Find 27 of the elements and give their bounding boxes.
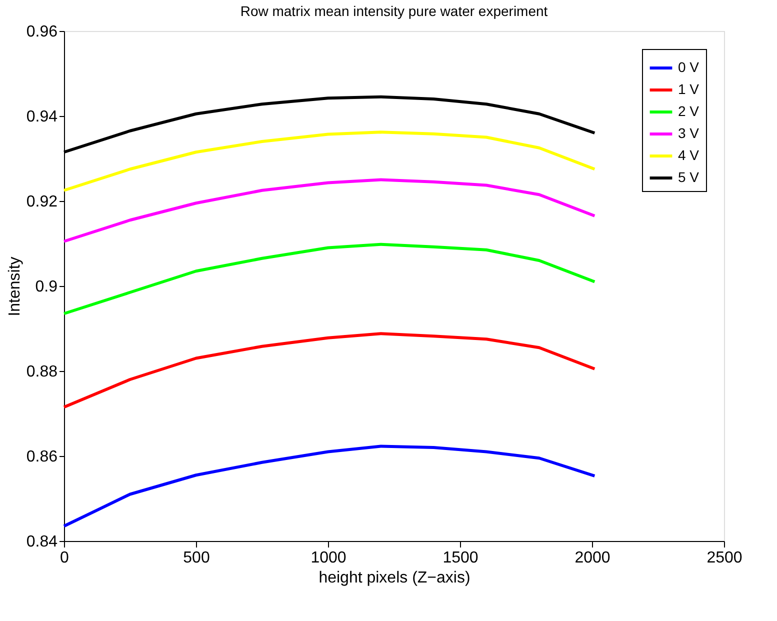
- legend-label: 5 V: [678, 169, 700, 185]
- y-tick-label: 0.96: [26, 24, 58, 40]
- x-tick-label: 1000: [310, 550, 346, 566]
- legend-label: 1 V: [678, 81, 700, 97]
- y-tick-label: 0.84: [26, 534, 58, 550]
- legend-label: 3 V: [678, 125, 700, 141]
- x-tick-label: 500: [183, 550, 210, 566]
- x-tick-label: 1500: [442, 550, 478, 566]
- y-tick-label: 0.9: [35, 278, 58, 296]
- line-series: [62, 130, 596, 192]
- line-series: [62, 444, 596, 528]
- line-series: [62, 178, 596, 243]
- x-tick-label: 2000: [574, 550, 610, 566]
- x-tick-label: 0: [60, 550, 70, 566]
- y-tick-label: 0.86: [26, 448, 58, 466]
- x-tick-label: 2500: [706, 550, 742, 566]
- chart-title: Row matrix mean intensity pure water experiment: [240, 3, 548, 19]
- legend-label: 0 V: [678, 59, 700, 75]
- line-series: [62, 332, 596, 409]
- line-series: [62, 242, 596, 316]
- x-axis-title: height pixels (Z−axis): [318, 570, 470, 586]
- y-axis-title: Intensity: [6, 256, 24, 316]
- y-tick-label: 0.92: [26, 194, 58, 210]
- y-tick-label: 0.94: [26, 108, 58, 126]
- legend-label: 4 V: [678, 147, 700, 163]
- y-tick-label: 0.88: [26, 364, 58, 380]
- legend-label: 2 V: [678, 103, 700, 119]
